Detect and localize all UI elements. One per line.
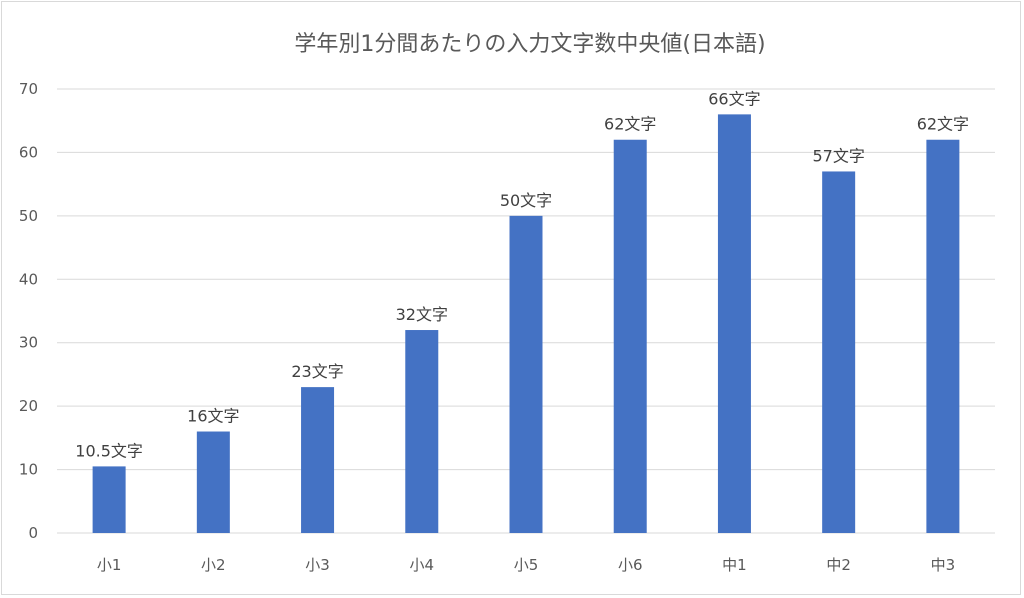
bar-4 [405,330,439,533]
x-tick-label: 小1 [97,556,122,574]
x-tick-label: 小5 [514,556,539,574]
bar-1 [92,466,126,533]
data-label: 10.5文字 [75,441,143,460]
bar-8 [822,171,856,533]
data-label: 66文字 [708,89,760,108]
data-label: 23文字 [291,362,343,381]
y-tick-label: 60 [19,143,38,161]
y-tick-label: 50 [19,207,38,225]
data-label: 50文字 [500,191,552,210]
x-tick-label: 中2 [826,556,851,574]
y-tick-label: 10 [19,461,38,479]
x-tick-label: 小6 [618,556,643,574]
bar-3 [301,387,335,533]
chart-title: 学年別1分間あたりの入力文字数中央値(日本語) [294,32,765,57]
y-tick-label: 70 [19,80,38,98]
y-tick-label: 0 [28,524,38,542]
y-tick-label: 40 [19,270,38,288]
data-label: 62文字 [917,115,969,134]
y-tick-label: 30 [19,334,38,352]
x-tick-label: 小4 [410,556,435,574]
bar-2 [196,431,230,533]
x-axis-ticks: 小1 小2 小3 小4 小5 小6 中1 中2 中3 [97,556,955,574]
bar-7 [717,114,751,533]
x-tick-label: 中3 [931,556,956,574]
x-tick-label: 小2 [201,556,226,574]
data-label: 62文字 [604,115,656,134]
bars [92,114,960,533]
x-tick-label: 中1 [722,556,747,574]
data-labels: 10.5文字 16文字 23文字 32文字 50文字 62文字 66文字 57文字 62文字 [75,89,969,460]
x-tick-label: 小3 [305,556,330,574]
bar-6 [613,139,647,533]
data-label: 16文字 [187,407,239,426]
y-axis-ticks: 0 10 20 30 40 50 60 70 [19,80,38,542]
data-label: 32文字 [396,305,448,324]
bar-5 [509,215,543,533]
bar-9 [926,139,960,533]
y-tick-label: 20 [19,397,38,415]
data-label: 57文字 [812,146,864,165]
